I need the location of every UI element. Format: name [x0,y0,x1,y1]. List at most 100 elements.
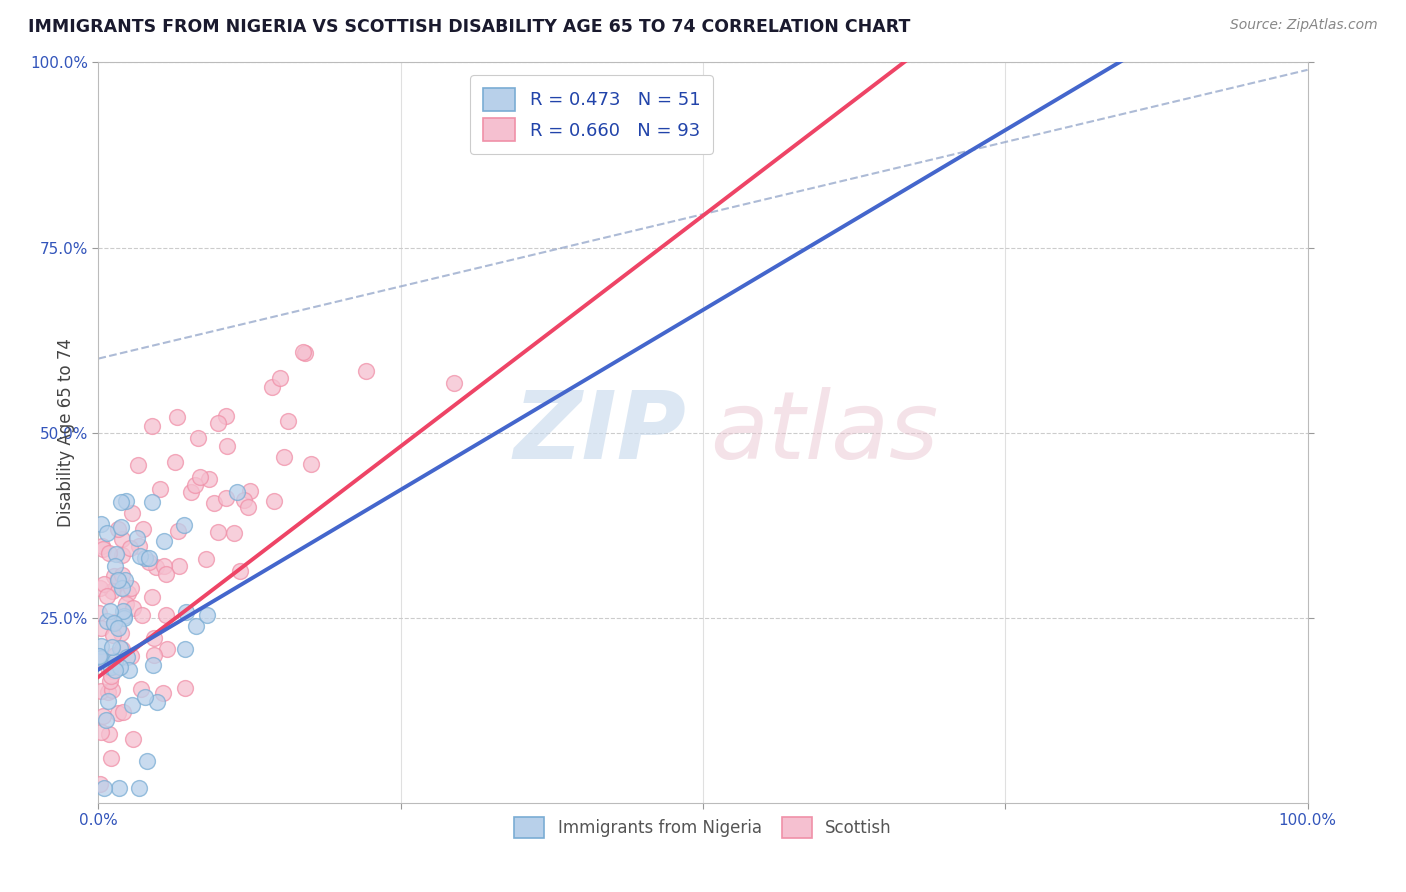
Point [141,419,163,434]
Point [112,608,135,623]
Point [236,500,259,514]
Point [100,668,122,682]
Point [174,605,197,619]
Point [277,414,299,428]
Point [141,494,163,508]
Point [110,625,132,640]
Point [96,615,118,629]
Text: atlas: atlas [710,387,938,478]
Point [100,750,122,764]
Point [174,681,197,695]
Point [107,573,129,587]
Point [120,581,142,595]
Point [138,551,160,566]
Point [89,648,111,663]
Point [96,526,118,541]
Point [239,483,262,498]
Point [118,663,141,677]
Point [153,534,176,549]
Point [166,524,188,539]
Point [194,551,217,566]
Point [101,665,124,679]
Text: Source: ZipAtlas.com: Source: ZipAtlas.com [1230,18,1378,32]
Point [273,450,295,464]
Point [90,725,112,739]
Point [101,628,124,642]
Point [111,604,134,618]
Point [107,621,129,635]
Point [155,607,177,622]
Point [152,686,174,700]
Point [155,566,177,581]
Point [217,439,239,453]
Point [87,606,110,620]
Point [111,548,134,562]
Point [97,694,120,708]
Point [270,371,292,385]
Point [111,581,134,595]
Point [91,541,114,556]
Point [104,648,127,662]
Point [89,777,111,791]
Point [90,650,112,665]
Point [215,409,238,423]
Point [127,458,149,472]
Point [104,663,127,677]
Point [104,559,127,574]
Point [215,491,238,505]
Point [169,559,191,574]
Point [104,654,127,668]
Point [105,573,128,587]
Point [153,559,176,574]
Point [103,616,125,631]
Point [100,660,122,674]
Point [110,520,132,534]
Point [101,584,124,599]
Point [107,706,129,720]
Point [98,674,121,689]
Point [225,485,247,500]
Point [98,657,121,672]
Point [134,551,156,566]
Point [96,589,118,603]
Point [111,641,134,656]
Point [112,610,135,624]
Point [142,657,165,672]
Point [145,559,167,574]
Point [107,522,129,536]
Point [97,659,120,673]
Point [111,567,134,582]
Point [91,708,114,723]
Point [299,457,322,471]
Point [149,482,172,496]
Point [115,597,138,611]
Y-axis label: Disability Age 65 to 74: Disability Age 65 to 74 [56,338,75,527]
Point [114,573,136,587]
Point [143,648,166,662]
Point [97,685,120,699]
Point [104,547,127,561]
Point [136,754,159,768]
Point [89,652,111,666]
Legend: Immigrants from Nigeria, Scottish: Immigrants from Nigeria, Scottish [506,808,900,847]
Point [198,472,221,486]
Point [90,621,112,635]
Point [101,682,124,697]
Point [292,345,315,359]
Point [93,577,115,591]
Point [202,496,225,510]
Point [97,546,120,560]
Point [127,531,149,545]
Point [120,541,142,556]
Point [184,478,207,492]
Point [233,492,256,507]
Point [134,690,156,705]
Point [101,640,124,654]
Point [120,649,142,664]
Text: IMMIGRANTS FROM NIGERIA VS SCOTTISH DISABILITY AGE 65 TO 74 CORRELATION CHART: IMMIGRANTS FROM NIGERIA VS SCOTTISH DISA… [28,18,911,36]
Point [262,380,284,394]
Point [122,601,145,615]
Point [94,713,117,727]
Point [117,586,139,600]
Point [207,416,229,430]
